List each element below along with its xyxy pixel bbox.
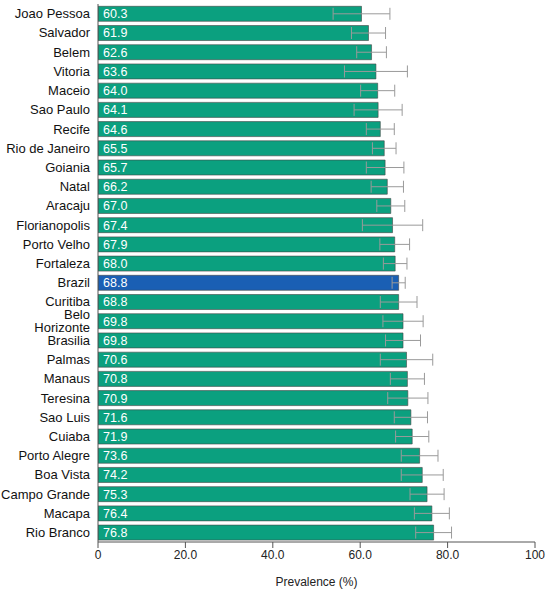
svg-text:73.6: 73.6 xyxy=(103,449,127,463)
svg-text:70.6: 70.6 xyxy=(103,353,127,367)
svg-text:68.8: 68.8 xyxy=(103,295,127,309)
svg-text:Porto Velho: Porto Velho xyxy=(23,237,90,252)
svg-text:67.0: 67.0 xyxy=(103,199,127,213)
svg-text:Belem: Belem xyxy=(53,45,90,60)
svg-text:63.6: 63.6 xyxy=(103,65,127,79)
svg-text:100: 100 xyxy=(525,548,545,562)
svg-text:Palmas: Palmas xyxy=(47,352,91,367)
svg-text:71.6: 71.6 xyxy=(103,411,127,425)
svg-text:64.6: 64.6 xyxy=(103,123,127,137)
svg-text:0: 0 xyxy=(95,548,102,562)
svg-text:64.0: 64.0 xyxy=(103,84,127,98)
svg-text:40.0: 40.0 xyxy=(261,548,285,562)
svg-text:Sao Paulo: Sao Paulo xyxy=(30,102,90,117)
svg-text:Cuiaba: Cuiaba xyxy=(49,429,91,444)
svg-text:Brazil: Brazil xyxy=(57,275,90,290)
svg-text:70.9: 70.9 xyxy=(103,392,127,406)
svg-text:Aracaju: Aracaju xyxy=(46,198,90,213)
svg-text:68.0: 68.0 xyxy=(103,257,127,271)
svg-text:67.9: 67.9 xyxy=(103,238,127,252)
svg-text:76.8: 76.8 xyxy=(103,526,127,540)
svg-text:76.4: 76.4 xyxy=(103,507,127,521)
svg-text:Goiania: Goiania xyxy=(45,160,91,175)
svg-text:69.8: 69.8 xyxy=(103,315,127,329)
svg-text:61.9: 61.9 xyxy=(103,26,127,40)
svg-text:64.1: 64.1 xyxy=(103,103,127,117)
svg-text:Fortaleza: Fortaleza xyxy=(36,256,91,271)
svg-text:67.4: 67.4 xyxy=(103,219,127,233)
svg-text:Brasilia: Brasilia xyxy=(47,333,90,348)
svg-text:Teresina: Teresina xyxy=(41,391,91,406)
svg-text:70.8: 70.8 xyxy=(103,372,127,386)
svg-text:Florianopolis: Florianopolis xyxy=(16,218,90,233)
svg-text:60.0: 60.0 xyxy=(349,548,373,562)
svg-text:Macapa: Macapa xyxy=(44,506,91,521)
svg-text:65.5: 65.5 xyxy=(103,142,127,156)
svg-text:Boa Vista: Boa Vista xyxy=(35,467,91,482)
svg-text:Vitoria: Vitoria xyxy=(53,64,90,79)
svg-text:80.0: 80.0 xyxy=(436,548,460,562)
svg-text:Joao Pessoa: Joao Pessoa xyxy=(15,6,91,21)
svg-text:20.0: 20.0 xyxy=(174,548,198,562)
svg-text:69.8: 69.8 xyxy=(103,334,127,348)
svg-text:Prevalence (%): Prevalence (%) xyxy=(275,575,357,589)
svg-text:Maceio: Maceio xyxy=(48,83,90,98)
svg-text:Campo Grande: Campo Grande xyxy=(8,487,90,502)
svg-text:65.7: 65.7 xyxy=(103,161,127,175)
svg-text:Rio de Janeiro: Rio de Janeiro xyxy=(8,141,90,156)
svg-text:Curitiba: Curitiba xyxy=(45,294,90,310)
svg-text:Natal: Natal xyxy=(60,179,90,194)
svg-text:Porto Alegre: Porto Alegre xyxy=(18,448,90,463)
svg-text:66.2: 66.2 xyxy=(103,180,127,194)
svg-text:75.3: 75.3 xyxy=(103,488,127,502)
svg-text:74.2: 74.2 xyxy=(103,468,127,482)
svg-text:Rio Branco: Rio Branco xyxy=(26,525,90,540)
svg-text:71.9: 71.9 xyxy=(103,430,127,444)
svg-text:Recife: Recife xyxy=(53,122,90,137)
svg-text:60.3: 60.3 xyxy=(103,7,127,21)
svg-text:BeloHorizonte: BeloHorizonte xyxy=(34,307,90,335)
svg-text:62.6: 62.6 xyxy=(103,46,127,60)
svg-text:Sao Luis: Sao Luis xyxy=(39,410,90,425)
svg-text:Salvador: Salvador xyxy=(39,25,91,40)
svg-text:Manaus: Manaus xyxy=(44,371,91,386)
svg-text:68.8: 68.8 xyxy=(103,276,127,290)
